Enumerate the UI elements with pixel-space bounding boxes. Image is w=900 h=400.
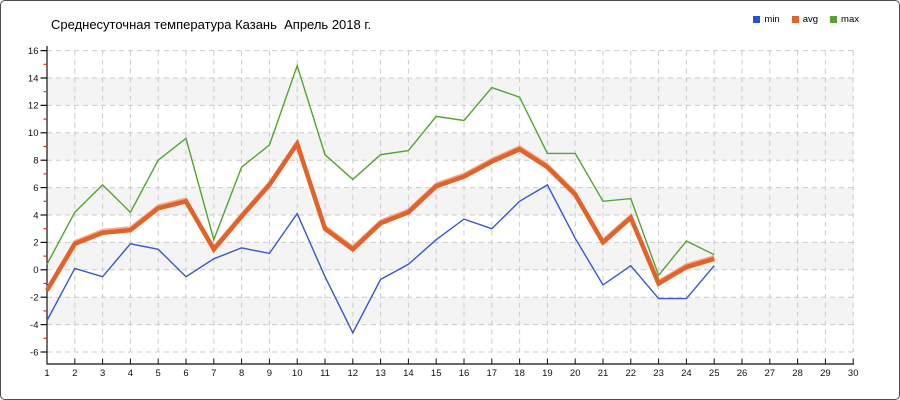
min-temperature-line [46,183,715,335]
x-tick-label: 12 [348,368,359,379]
x-tick-label: 27 [765,368,776,379]
legend-item-max: max [830,14,859,25]
x-tick-label: 20 [570,368,581,379]
avg-series-swatch-icon [791,16,799,23]
x-tick-label: 13 [375,368,386,379]
y-tick-label: 8 [33,156,38,167]
x-tick-label: 3 [100,368,105,379]
x-tick-label: 26 [737,368,748,379]
y-tick-label: -2 [30,293,38,304]
x-tick-label: 19 [542,368,553,379]
x-tick-label: 6 [183,368,188,379]
x-tick-label: 10 [292,368,303,379]
y-tick-label: 0 [33,265,38,276]
legend: min avg max [753,14,859,25]
x-tick-label: 9 [267,368,272,379]
legend-label-min: min [764,14,780,25]
x-tick-label: 7 [211,368,216,379]
legend-item-avg: avg [791,14,819,25]
x-tick-label: 2 [72,368,77,379]
x-tick-label: 25 [709,368,720,379]
x-tick-label: 23 [653,368,664,379]
y-tick-label: 6 [33,183,38,194]
x-tick-label: 18 [514,368,525,379]
chart-title: Среднесуточная температура Казань Апрель… [51,17,372,32]
y-tick-label: 2 [33,238,38,249]
x-tick-label: 8 [239,368,244,379]
x-tick-label: 30 [848,368,859,379]
x-tick-label: 17 [487,368,498,379]
x-tick-label: 14 [403,368,414,379]
x-tick-label: 24 [681,368,692,379]
x-tick-label: 4 [128,368,133,379]
x-tick-label: 16 [459,368,470,379]
avg-temperature-line [45,138,715,292]
x-tick-label: 5 [156,368,161,379]
max-temperature-line [46,63,715,277]
legend-item-min: min [753,14,780,25]
y-tick-label: 10 [28,128,39,139]
plot-band [47,78,854,106]
plot-band [47,297,854,325]
max-series-swatch-icon [830,16,838,23]
x-tick-label: 29 [820,368,831,379]
x-tick-label: 28 [792,368,803,379]
x-tick-label: 11 [320,368,330,379]
plot-band [47,132,854,161]
plot-band [47,187,854,215]
plot-band [47,242,854,270]
x-tick-label: 22 [626,368,637,379]
x-tick-label: 21 [598,368,609,379]
x-tick-label: 1 [44,368,49,379]
y-tick-label: 12 [28,101,39,112]
y-tick-label: 16 [28,46,39,57]
y-tick-label: -6 [30,347,38,358]
y-tick-label: -4 [30,320,38,331]
legend-label-max: max [841,14,859,25]
y-tick-label: 4 [33,210,38,221]
y-tick-label: 14 [28,73,39,84]
x-tick-label: 15 [431,368,442,379]
legend-label-avg: avg [802,14,819,25]
min-series-swatch-icon [753,16,761,23]
